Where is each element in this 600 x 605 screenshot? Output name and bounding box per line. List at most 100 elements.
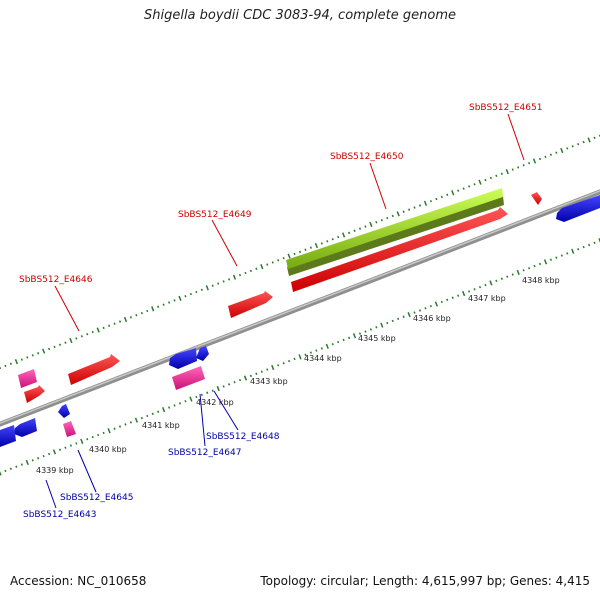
minor-tick	[382, 219, 383, 221]
minor-tick	[16, 466, 17, 468]
major-tick	[370, 222, 372, 227]
major-tick	[272, 365, 274, 370]
minor-tick	[540, 263, 541, 265]
minor-tick	[125, 424, 126, 426]
gene-feature-green-shadow	[287, 196, 504, 276]
minor-tick	[583, 141, 584, 143]
minor-tick	[311, 247, 312, 249]
minor-tick	[251, 270, 252, 272]
minor-tick	[551, 259, 552, 261]
minor-tick	[545, 156, 546, 158]
major-tick	[479, 180, 481, 185]
minor-tick	[431, 200, 432, 202]
minor-tick	[65, 447, 66, 449]
major-tick	[463, 291, 465, 296]
minor-tick	[147, 415, 148, 417]
minor-tick	[458, 295, 459, 297]
minor-tick	[11, 363, 12, 365]
minor-tick	[387, 217, 388, 219]
major-tick	[152, 307, 154, 312]
minor-tick	[202, 289, 203, 291]
gene-feature-pink	[172, 366, 205, 390]
minor-tick	[294, 253, 295, 255]
minor-tick	[502, 173, 503, 175]
minor-tick	[71, 445, 72, 447]
major-tick	[381, 323, 383, 328]
minor-tick	[283, 362, 284, 364]
minor-tick	[583, 246, 584, 248]
minor-tick	[142, 312, 143, 314]
minor-tick	[507, 276, 508, 278]
major-tick	[125, 317, 127, 322]
minor-tick	[338, 236, 339, 238]
major-tick	[572, 249, 574, 254]
minor-tick	[212, 390, 213, 392]
minor-tick	[529, 267, 530, 269]
major-tick	[26, 460, 28, 465]
minor-tick	[523, 269, 524, 271]
minor-tick	[136, 314, 137, 316]
major-tick	[190, 397, 192, 402]
minor-tick	[332, 238, 333, 240]
kbp-label: 4346 kbp	[413, 314, 451, 323]
minor-tick	[316, 350, 317, 352]
minor-tick	[518, 167, 519, 169]
minor-tick	[578, 143, 579, 145]
kbp-label: 4343 kbp	[250, 377, 288, 386]
minor-tick	[496, 280, 497, 282]
leader-line-e4651	[508, 114, 524, 160]
minor-tick	[158, 411, 159, 413]
minor-tick	[594, 242, 595, 244]
minor-tick	[54, 346, 55, 348]
minor-tick	[114, 323, 115, 325]
minor-tick	[49, 453, 50, 455]
major-tick	[163, 407, 165, 412]
kbp-label: 4348 kbp	[522, 276, 560, 285]
minor-tick	[22, 359, 23, 361]
minor-tick	[283, 257, 284, 259]
minor-tick	[229, 278, 230, 280]
minor-tick	[485, 284, 486, 286]
gene-feature-red	[228, 291, 273, 318]
major-tick	[179, 296, 181, 301]
minor-tick	[556, 152, 557, 154]
minor-tick	[207, 392, 208, 394]
minor-tick	[447, 299, 448, 301]
major-tick	[343, 233, 345, 238]
minor-tick	[82, 335, 83, 337]
minor-tick	[49, 348, 50, 350]
minor-tick	[174, 300, 175, 302]
minor-tick	[425, 307, 426, 309]
leader-line-e4645	[78, 450, 96, 492]
minor-tick	[338, 341, 339, 343]
leader-line-e4643	[46, 480, 56, 508]
leader-line-e4648	[214, 391, 238, 430]
major-tick	[288, 254, 290, 259]
minor-tick	[480, 286, 481, 288]
minor-tick	[458, 190, 459, 192]
minor-tick	[442, 196, 443, 198]
minor-tick	[98, 434, 99, 436]
minor-tick	[120, 321, 121, 323]
minor-tick	[240, 274, 241, 276]
minor-tick	[403, 211, 404, 213]
gene-label-e4645: SbBS512_E4645	[60, 493, 133, 503]
minor-tick	[387, 322, 388, 324]
minor-tick	[38, 457, 39, 459]
minor-tick	[60, 344, 61, 346]
minor-tick	[447, 194, 448, 196]
minor-tick	[191, 293, 192, 295]
minor-tick	[371, 329, 372, 331]
minor-tick	[502, 278, 503, 280]
gene-feature-blue	[58, 404, 70, 418]
minor-tick	[300, 251, 301, 253]
gene-feature-pink	[63, 421, 76, 437]
minor-tick	[163, 304, 164, 306]
gene-label-e4648: SbBS512_E4648	[206, 432, 280, 442]
minor-tick	[256, 268, 257, 270]
minor-tick	[223, 281, 224, 283]
gene-label-e4646: SbBS512_E4646	[19, 275, 93, 285]
gene-label-e4649: SbBS512_E4649	[178, 210, 252, 220]
minor-tick	[272, 262, 273, 264]
minor-tick	[469, 186, 470, 188]
